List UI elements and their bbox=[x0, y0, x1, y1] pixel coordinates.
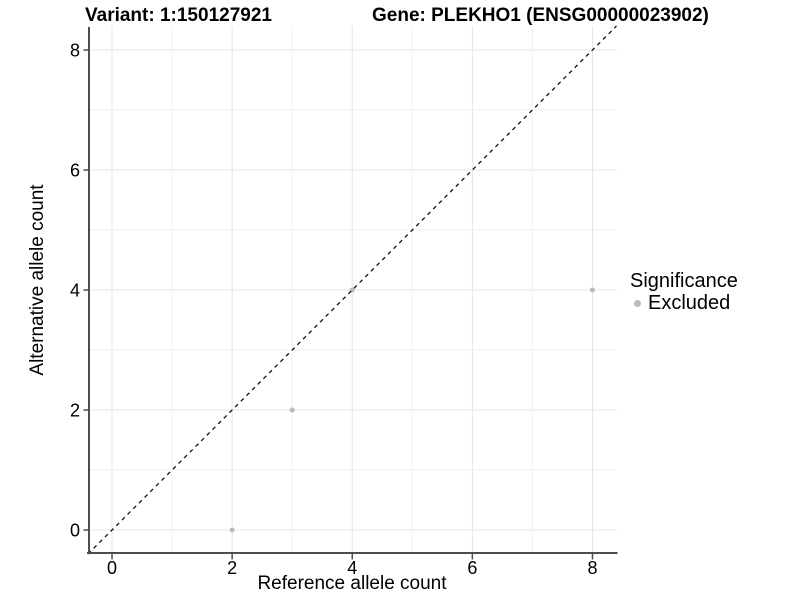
gene-title: Gene: PLEKHO1 (ENSG00000023902) bbox=[372, 5, 709, 26]
y-axis-title: Alternative allele count bbox=[27, 184, 48, 376]
y-tick-label: 6 bbox=[70, 161, 80, 181]
x-tick-label: 4 bbox=[347, 558, 357, 578]
legend-item-label: Excluded bbox=[648, 292, 731, 314]
y-tick-label: 0 bbox=[70, 521, 80, 541]
data-point bbox=[229, 527, 235, 533]
legend: Significance Excluded bbox=[630, 271, 738, 313]
y-tick-label: 4 bbox=[70, 281, 80, 301]
x-tick-label: 6 bbox=[467, 558, 477, 578]
x-tick-label: 8 bbox=[587, 558, 597, 578]
legend-point-icon bbox=[634, 299, 641, 307]
x-tick-label: 0 bbox=[107, 558, 117, 578]
x-axis-title: Reference allele count bbox=[257, 573, 447, 594]
x-tick-label: 2 bbox=[227, 558, 237, 578]
data-point bbox=[289, 407, 295, 413]
y-tick-label: 2 bbox=[70, 401, 80, 421]
data-point bbox=[589, 287, 595, 293]
legend-title: Significance bbox=[630, 270, 738, 292]
y-tick-label: 8 bbox=[70, 41, 80, 61]
variant-title: Variant: 1:150127921 bbox=[85, 5, 272, 26]
legend-item-excluded: Excluded bbox=[630, 293, 738, 313]
